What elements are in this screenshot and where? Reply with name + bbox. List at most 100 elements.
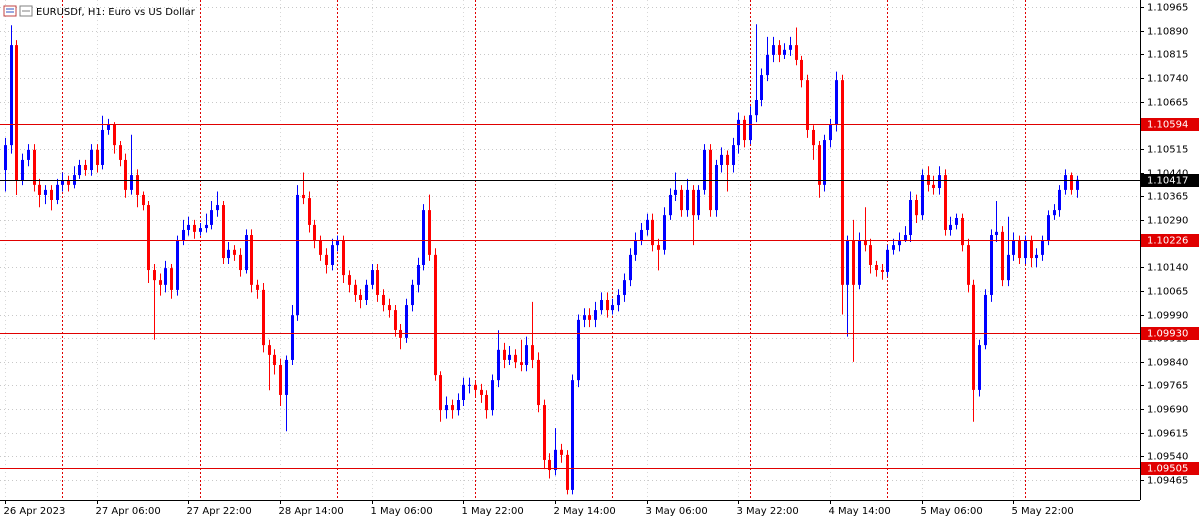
candle-body [124, 159, 127, 190]
candle-body [462, 384, 465, 400]
candle-body [1070, 175, 1073, 190]
candle-body [170, 268, 173, 290]
candle-body [336, 240, 339, 246]
candle-body [245, 235, 248, 271]
price-level-label: 1.09930 [1147, 329, 1188, 340]
candle-body [101, 129, 104, 165]
candle-body [491, 380, 494, 411]
x-tick-label: 27 Apr 22:00 [187, 506, 252, 517]
candle-body [795, 45, 798, 60]
candle-body [331, 245, 334, 265]
candle-body [497, 349, 500, 381]
candle-body [1047, 215, 1050, 241]
candle-body [760, 75, 763, 100]
overlay-layer [0, 124, 1140, 469]
candle-body [1053, 210, 1056, 216]
candle-body [915, 200, 918, 216]
candle-body [256, 284, 259, 290]
candle-body [96, 149, 99, 165]
y-tick-label: 1.09765 [1147, 381, 1188, 392]
candle-body [852, 240, 855, 285]
candle-body [921, 175, 924, 216]
candle-body [21, 159, 24, 181]
candle-body [61, 180, 64, 185]
candle-body [56, 184, 59, 200]
candle-body [33, 149, 36, 185]
candle-body [755, 100, 758, 116]
y-tick-label: 1.09615 [1147, 429, 1188, 440]
y-tick-label: 1.10365 [1147, 192, 1188, 203]
candle-body [800, 59, 803, 81]
candle-body [686, 189, 689, 211]
price-level-label: 1.10594 [1147, 120, 1188, 131]
candle-body [520, 362, 523, 365]
symbol-icon[interactable] [3, 5, 33, 17]
candle-body [262, 289, 265, 346]
candle-body [543, 405, 546, 460]
candle-body [176, 240, 179, 290]
candle-body [932, 184, 935, 189]
candle-body [938, 175, 941, 189]
candle-body [50, 189, 53, 200]
y-tick-label: 1.10815 [1147, 50, 1188, 61]
candle-body [164, 268, 167, 285]
y-tick-label: 1.10065 [1147, 287, 1188, 298]
candle-body [663, 215, 666, 250]
candle-body [342, 240, 345, 276]
price-level-box [1141, 118, 1199, 131]
candle-body [709, 149, 712, 211]
candle-body [4, 145, 7, 171]
icon-frame [3, 5, 17, 17]
candle-body [715, 164, 718, 211]
candle-body [623, 280, 626, 295]
candle-body [961, 217, 964, 246]
y-tick-label: 1.10740 [1147, 74, 1188, 85]
candle-body [422, 210, 425, 265]
y-tick-label: 1.10290 [1147, 216, 1188, 227]
candle-body [789, 45, 792, 50]
price-level-box [1141, 462, 1199, 475]
y-tick-label: 1.09840 [1147, 358, 1188, 369]
candle-body [468, 384, 471, 386]
candle-body [829, 124, 832, 141]
price-level-box [1141, 327, 1199, 340]
candle-body [130, 175, 133, 190]
price-level-label: 1.09505 [1147, 464, 1188, 475]
candle-body [531, 345, 534, 360]
candle-body [285, 359, 288, 395]
candle-body [503, 349, 506, 360]
grid-layer [0, 0, 1140, 500]
candle-body [772, 45, 775, 55]
candle-body [313, 224, 316, 241]
candle-body [600, 300, 603, 311]
price-level-label: 1.10417 [1147, 176, 1188, 187]
candle-body [726, 154, 729, 165]
candle-body [732, 145, 735, 165]
candle-body [972, 284, 975, 390]
candle-body [67, 180, 70, 185]
candle-body [405, 305, 408, 338]
candle-body [27, 149, 30, 160]
candle-body [411, 284, 414, 306]
candle-body [78, 164, 81, 176]
candle-body [428, 210, 431, 255]
candle-body [841, 80, 844, 285]
candle-body [1076, 179, 1079, 190]
candle-body [640, 229, 643, 241]
x-tick-label: 26 Apr 2023 [4, 506, 66, 517]
x-tick-label: 3 May 22:00 [737, 506, 799, 517]
candle-body [73, 175, 76, 185]
candle-body [629, 254, 632, 281]
candle-body [15, 45, 18, 181]
candle-body [1001, 231, 1004, 281]
candle-body [697, 189, 700, 216]
candle-body [858, 240, 861, 285]
candle-body [44, 189, 47, 195]
candle-body [514, 354, 517, 363]
candle-body [354, 284, 357, 295]
price-level-box [1141, 234, 1199, 247]
x-tick-label: 1 May 22:00 [462, 506, 524, 517]
candle-body [113, 124, 116, 146]
candle-body [1035, 254, 1038, 259]
candle-body [823, 140, 826, 185]
